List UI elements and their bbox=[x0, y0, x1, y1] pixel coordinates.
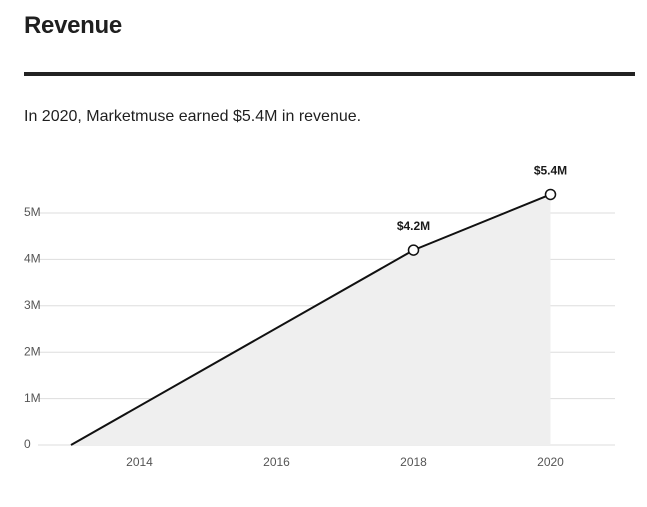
page-title: Revenue bbox=[24, 12, 122, 39]
x-tick-label: 2020 bbox=[537, 455, 564, 469]
data-point bbox=[407, 244, 420, 256]
y-tick-label: 0 bbox=[24, 437, 31, 451]
title-divider bbox=[24, 72, 635, 76]
y-tick-label: 3M bbox=[24, 298, 41, 312]
y-tick-label: 2M bbox=[24, 344, 41, 358]
data-labels: $4.2M $5.4M bbox=[397, 163, 567, 233]
y-tick-label: 1M bbox=[24, 391, 41, 405]
y-axis-ticks: 0 1M 2M 3M 4M 5M bbox=[24, 205, 41, 451]
x-tick-label: 2018 bbox=[400, 455, 427, 469]
y-tick-label: 5M bbox=[24, 205, 41, 219]
revenue-summary: In 2020, Marketmuse earned $5.4M in reve… bbox=[24, 108, 362, 125]
data-label: $5.4M bbox=[534, 163, 567, 177]
x-axis-ticks: 2014 2016 2018 2020 bbox=[126, 455, 564, 469]
x-tick-label: 2014 bbox=[126, 455, 153, 469]
y-tick-label: 4M bbox=[24, 252, 41, 266]
data-point bbox=[544, 188, 557, 201]
area-fill bbox=[71, 194, 551, 445]
x-tick-label: 2016 bbox=[263, 455, 290, 469]
data-label: $4.2M bbox=[397, 219, 430, 233]
points-layer bbox=[407, 188, 557, 256]
area-layer bbox=[71, 194, 551, 445]
